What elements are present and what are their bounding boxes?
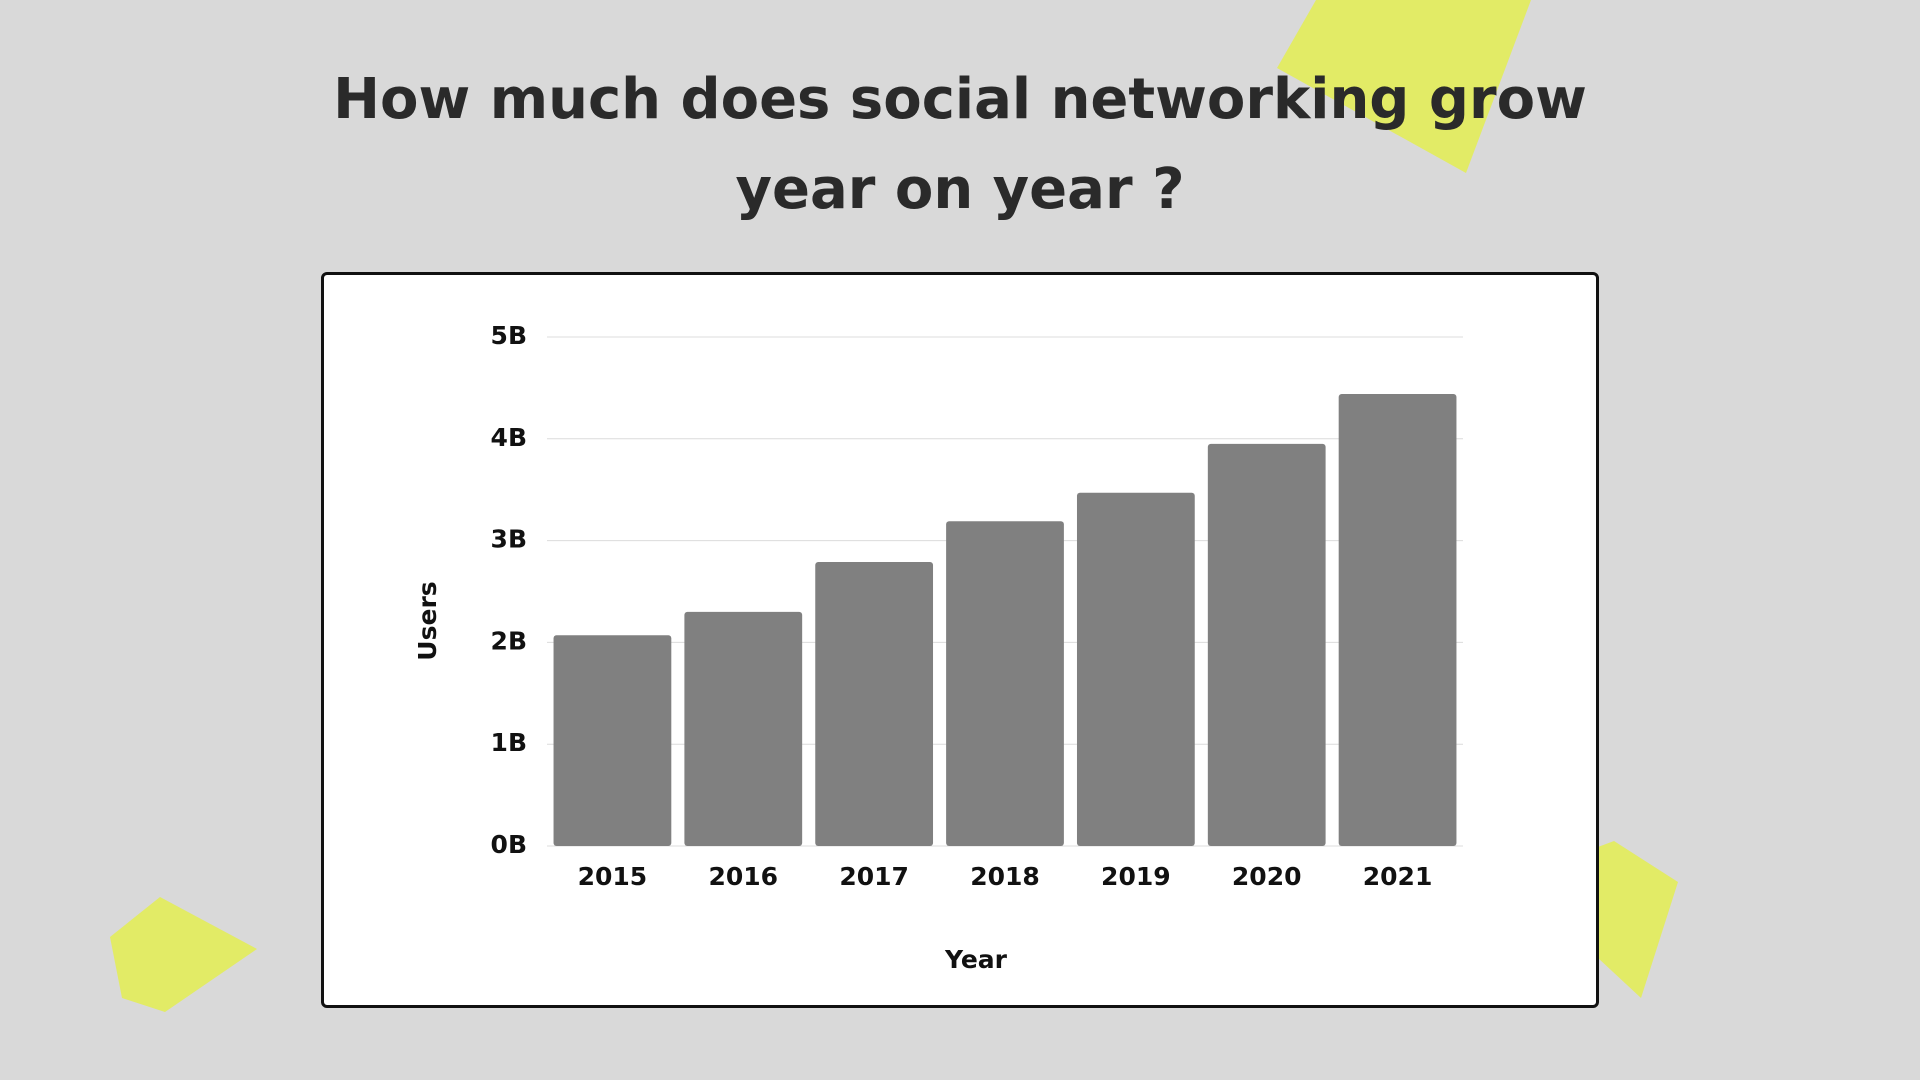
x-axis-label: Year xyxy=(944,945,1008,974)
x-tick-label: 2015 xyxy=(578,862,648,891)
y-tick-label: 0B xyxy=(491,830,527,859)
chart-title: How much does social networking grow yea… xyxy=(333,67,1587,222)
bar xyxy=(1076,492,1195,846)
bar xyxy=(815,561,934,846)
decor-shape xyxy=(1277,0,1531,173)
y-tick-label: 5B xyxy=(491,321,527,350)
decor-shape xyxy=(110,897,257,1012)
y-tick-label: 1B xyxy=(491,728,527,757)
bar xyxy=(1207,443,1326,846)
y-axis-label: Users xyxy=(413,581,442,660)
y-tick-label: 4B xyxy=(491,423,527,452)
bar xyxy=(946,521,1064,846)
bar xyxy=(1338,394,1457,846)
x-tick-label: 2021 xyxy=(1363,862,1433,891)
x-tick-label: 2018 xyxy=(970,862,1040,891)
bar xyxy=(684,611,803,846)
x-tick-label: 2019 xyxy=(1101,862,1171,891)
y-tick-label: 2B xyxy=(491,626,527,655)
bar xyxy=(553,635,672,846)
x-tick-label: 2017 xyxy=(839,862,909,891)
y-tick-label: 3B xyxy=(491,525,527,554)
x-tick-label: 2020 xyxy=(1232,862,1302,891)
x-tick-label: 2016 xyxy=(708,862,778,891)
